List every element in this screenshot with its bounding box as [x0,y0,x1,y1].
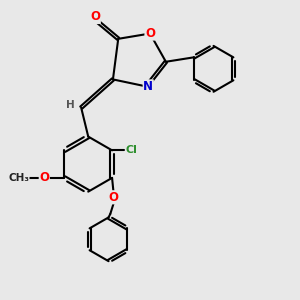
Text: O: O [109,191,119,204]
Text: N: N [143,80,153,93]
Text: Cl: Cl [126,146,137,155]
Text: H: H [65,100,74,110]
Text: O: O [90,11,100,23]
Text: O: O [39,171,49,184]
Text: CH₃: CH₃ [8,173,29,183]
Text: O: O [145,27,155,40]
